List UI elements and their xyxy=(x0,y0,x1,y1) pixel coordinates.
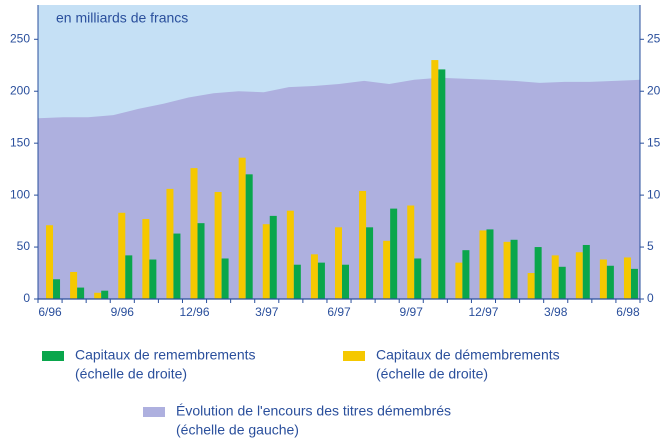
bar xyxy=(173,233,181,299)
bar xyxy=(125,255,133,299)
bar xyxy=(118,212,126,299)
bar xyxy=(438,69,446,299)
bar xyxy=(317,262,325,299)
bar xyxy=(286,210,294,299)
legend-swatch xyxy=(343,351,365,361)
bar xyxy=(407,205,415,299)
legend-swatch xyxy=(143,407,165,417)
y2-tick-label: 25 xyxy=(647,31,661,45)
x-tick-label: 6/96 xyxy=(38,305,62,319)
bar xyxy=(551,255,559,299)
x-tick-label: 9/97 xyxy=(400,305,424,319)
bar xyxy=(46,225,54,299)
x-tick-label: 3/98 xyxy=(544,305,568,319)
x-tick-label: 9/96 xyxy=(111,305,135,319)
bar xyxy=(77,287,85,299)
y2-tick-label: 20 xyxy=(647,83,661,97)
bar xyxy=(269,215,277,299)
bar xyxy=(606,265,614,299)
x-tick-label: 6/97 xyxy=(327,305,351,319)
bar xyxy=(221,258,229,299)
bar xyxy=(166,188,174,299)
legend-note: (échelle de gauche) xyxy=(176,422,299,438)
bar xyxy=(462,250,470,299)
y2-tick-label: 0 xyxy=(647,291,654,305)
legend-label: Évolution de l'encours des titres démemb… xyxy=(176,403,451,419)
bar xyxy=(383,240,391,299)
bar xyxy=(94,292,102,299)
bar xyxy=(431,60,439,299)
y2-tick-label: 15 xyxy=(647,135,661,149)
y-tick-label: 200 xyxy=(10,83,30,97)
bar xyxy=(503,241,511,299)
y-tick-label: 150 xyxy=(10,135,30,149)
bar xyxy=(558,266,566,299)
bar xyxy=(142,219,150,299)
bar xyxy=(53,279,61,299)
bar xyxy=(70,271,78,299)
bar xyxy=(149,259,157,299)
y2-tick-label: 5 xyxy=(647,239,654,253)
x-tick-label: 6/98 xyxy=(616,305,640,319)
bar xyxy=(359,190,367,299)
bar xyxy=(310,254,318,299)
bar xyxy=(366,227,374,299)
bar xyxy=(214,191,222,299)
bar xyxy=(190,168,198,299)
x-tick-label: 3/97 xyxy=(255,305,279,319)
bar xyxy=(510,239,518,299)
y-tick-label: 100 xyxy=(10,187,30,201)
legend-label: Capitaux de remembrements xyxy=(75,347,256,363)
bar xyxy=(335,227,342,299)
y2-tick-label: 10 xyxy=(647,187,661,201)
legend-label: Capitaux de démembrements xyxy=(376,347,560,363)
bar xyxy=(101,290,109,299)
bar xyxy=(486,229,494,299)
bar xyxy=(630,268,638,299)
legend-swatch xyxy=(42,351,64,361)
bar xyxy=(575,252,583,299)
y-tick-label: 250 xyxy=(10,31,30,45)
bar xyxy=(527,273,535,299)
y-tick-label: 50 xyxy=(17,239,31,253)
bar xyxy=(455,262,463,299)
bar xyxy=(262,224,270,299)
bar xyxy=(599,259,607,299)
bar xyxy=(623,257,631,299)
bar xyxy=(414,258,422,299)
bar xyxy=(390,208,398,299)
bar xyxy=(479,230,487,299)
x-tick-label: 12/96 xyxy=(180,305,210,319)
bar xyxy=(238,157,246,299)
annotation: en milliards de francs xyxy=(56,10,188,26)
bar xyxy=(582,244,590,299)
bar xyxy=(197,223,205,299)
x-tick-label: 12/97 xyxy=(468,305,498,319)
legend-note: (échelle de droite) xyxy=(75,366,187,382)
bar xyxy=(342,264,349,299)
y-tick-label: 0 xyxy=(23,291,30,305)
bar xyxy=(293,264,301,299)
bar xyxy=(534,247,542,299)
legend-note: (échelle de droite) xyxy=(376,366,488,382)
bar xyxy=(245,174,253,299)
